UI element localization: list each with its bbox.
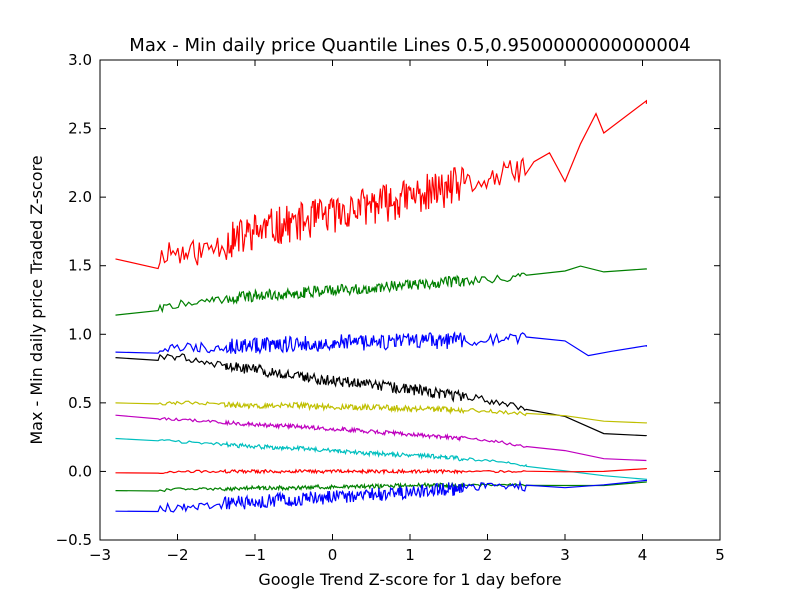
series-line-3 (115, 353, 647, 437)
x-tick-label: −1 (244, 546, 266, 564)
y-tick-label: 0.0 (68, 462, 92, 480)
y-tick-label: 0.5 (68, 394, 92, 412)
x-tick-label: 1 (405, 546, 415, 564)
series-line-8 (115, 481, 647, 493)
x-tick-label: 4 (638, 546, 648, 564)
y-tick-label: 1.5 (68, 257, 92, 275)
series-line-6 (115, 437, 647, 480)
x-tick-label: −3 (89, 546, 111, 564)
x-axis-label: Google Trend Z-score for 1 day before (258, 570, 561, 589)
y-tick-label: −0.5 (56, 531, 92, 549)
series-line-5 (115, 414, 647, 462)
series-layer (115, 99, 647, 513)
series-line-2 (115, 331, 647, 357)
x-tick-label: −2 (166, 546, 188, 564)
x-tick-label: 0 (328, 546, 338, 564)
x-axis-ticks: −3 −2 −1 0 1 2 3 4 5 (89, 60, 725, 564)
y-axis-ticks: −0.5 0.0 0.5 1.0 1.5 2.0 2.5 3.0 (56, 51, 720, 549)
x-tick-label: 3 (560, 546, 570, 564)
series-line-9 (115, 479, 647, 513)
y-tick-label: 1.0 (68, 325, 92, 343)
x-tick-label: 5 (715, 546, 725, 564)
chart-title: Max - Min daily price Quantile Lines 0.5… (129, 35, 690, 56)
series-line-7 (115, 467, 647, 476)
series-line-4 (115, 400, 647, 424)
x-tick-label: 2 (483, 546, 493, 564)
y-tick-label: 2.5 (68, 120, 92, 138)
series-line-0 (115, 99, 647, 270)
plot-frame (99, 59, 721, 541)
series-line-1 (115, 265, 647, 316)
y-tick-label: 3.0 (68, 51, 92, 69)
y-tick-label: 2.0 (68, 188, 92, 206)
y-axis-label: Max - Min daily price Traded Z-score (27, 155, 46, 444)
